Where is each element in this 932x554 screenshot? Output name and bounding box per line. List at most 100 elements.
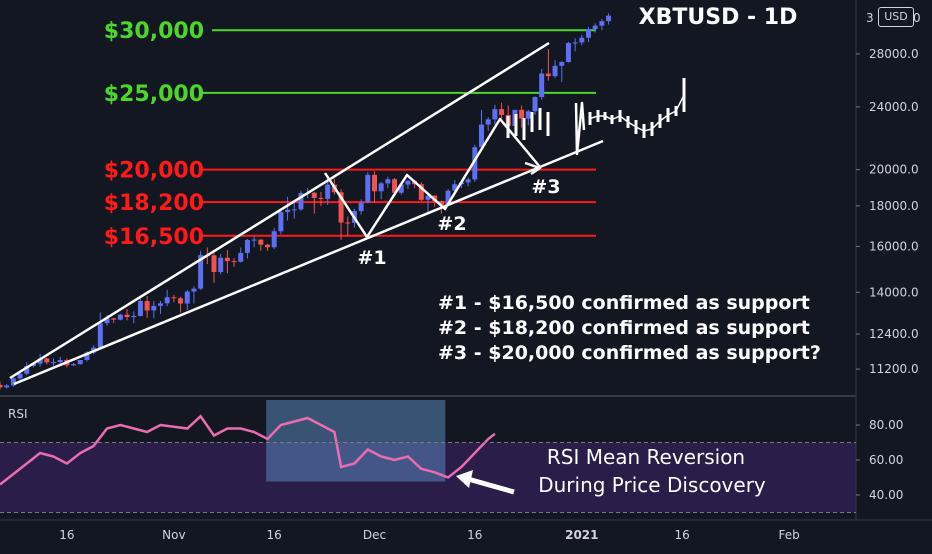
rsi-tick-label: 60.00 (869, 453, 903, 467)
candle-body (17, 373, 23, 379)
price-tick-label: 24000.0 (869, 100, 919, 114)
candle-body (178, 298, 184, 304)
level-label-1: $25,000 (104, 82, 204, 107)
candle-body (418, 184, 424, 200)
candle-body (258, 239, 264, 245)
candle-body (318, 197, 324, 199)
currency-badge[interactable]: USD (878, 7, 914, 27)
time-tick-label: 16 (467, 528, 482, 542)
candle-body (452, 184, 458, 191)
candle-body (539, 73, 545, 98)
candle-body (218, 257, 224, 273)
time-axis[interactable]: 16 Nov 16 Dec 16 2021 16 Feb (59, 528, 800, 542)
marker-1: #1 (357, 247, 386, 269)
candle-body (425, 195, 431, 200)
candle-body (271, 231, 277, 248)
candle-body (184, 291, 190, 304)
rsi-line (0, 414, 496, 486)
candle-body (338, 192, 344, 223)
rsi-highlight-box (266, 400, 446, 482)
candle-body (325, 184, 331, 199)
time-tick-label: Nov (162, 528, 185, 542)
candle-body (137, 301, 143, 316)
candle-body (392, 179, 398, 193)
price-axis[interactable]: 11200.0 12400.0 14000.0 16000.0 18000.0 20000… (856, 47, 919, 376)
candle-body (365, 174, 371, 203)
candle-body (144, 301, 150, 311)
price-tick-label: 20000.0 (869, 163, 919, 177)
candle-body (378, 183, 384, 192)
candle-body (499, 109, 505, 115)
candle-body (37, 358, 43, 364)
candle-body (124, 314, 130, 318)
level-label-3: $18,200 (104, 191, 204, 216)
candle-body (485, 119, 491, 125)
breakout-ticks (574, 101, 586, 156)
candle-body (97, 323, 103, 348)
upper-trendline (9, 41, 550, 380)
horizontal-levels: $30,000 $25,000 $20,000 $18,200 $16,500 (104, 19, 596, 250)
zigzag-arrowhead (524, 161, 542, 176)
time-tick-label: Feb (779, 528, 800, 542)
candle-body (479, 124, 484, 148)
candle-body (224, 257, 230, 262)
candle-body (84, 352, 90, 360)
candle-body (238, 252, 244, 262)
time-tick-label: 16 (674, 528, 689, 542)
candle-body (104, 318, 110, 324)
candle-body (358, 202, 364, 212)
candle-body (265, 244, 270, 248)
price-tick-label: 18000.0 (869, 199, 919, 213)
candle-body (385, 179, 391, 184)
support-note-3: #3 - $20,000 confirmed as support? (438, 342, 821, 364)
candle-body (532, 97, 538, 112)
candle-body (24, 366, 30, 374)
rsi-note-line-1: RSI Mean Reversion (547, 445, 745, 469)
candle-body (158, 303, 163, 306)
rsi-axis[interactable]: 40.00 60.00 80.00 (856, 418, 903, 502)
candle-body (599, 21, 605, 26)
price-tick-label: 14000.0 (869, 285, 919, 299)
rsi-note-line-2: During Price Discovery (538, 473, 766, 497)
top-price-tick-fragment: 3 (866, 11, 874, 25)
top-price-tick-tail: 0 (913, 11, 921, 25)
time-tick-label: Dec (363, 528, 386, 542)
price-tick-label: 16000.0 (869, 239, 919, 253)
candle-body (579, 37, 585, 43)
candle-body (565, 43, 571, 63)
projection-path (589, 94, 685, 132)
candle-body (171, 297, 177, 299)
candle-body (345, 222, 351, 224)
candle-body (559, 62, 565, 66)
marker-3: #3 (531, 176, 560, 198)
candle-body (492, 109, 498, 120)
candle-body (311, 192, 317, 198)
level-label-4: $16,500 (104, 225, 204, 250)
candle-body (231, 261, 237, 263)
candle-body (57, 359, 63, 363)
time-tick-label: 16 (59, 528, 74, 542)
candle-body (131, 315, 137, 318)
candle-body (198, 255, 204, 289)
candle-body (0, 384, 3, 388)
candle-body (291, 209, 297, 211)
candle-body (398, 184, 404, 193)
candle-body (519, 109, 525, 119)
candle-body (4, 385, 10, 388)
candle-body (372, 174, 377, 192)
candle-body (111, 318, 117, 320)
candle-body (77, 359, 83, 365)
level-label-2: $20,000 (104, 159, 204, 184)
candle-body (51, 362, 56, 364)
rsi-arrow (456, 470, 515, 495)
candle-body (586, 29, 591, 38)
rsi-tick-label: 40.00 (869, 488, 903, 502)
candle-body (545, 73, 551, 77)
price-tick-label: 11200.0 (869, 362, 919, 376)
price-tick-label: 28000.0 (869, 47, 919, 61)
candle-body (44, 358, 50, 363)
candle-body (117, 314, 123, 320)
candle-body (525, 111, 531, 119)
